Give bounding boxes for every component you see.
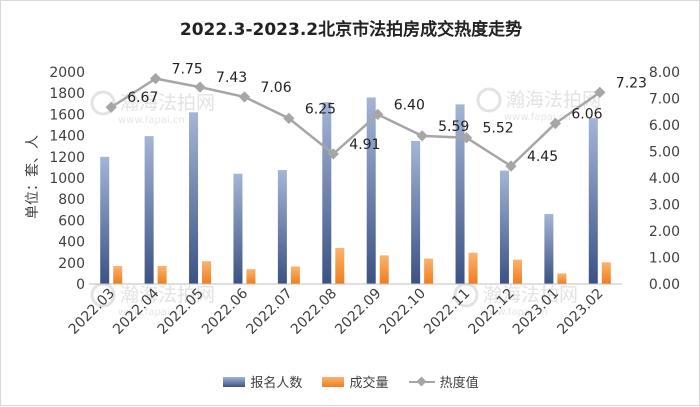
legend-marker-heat [408,377,435,387]
watermark-name: 瀚海法拍网 [120,92,215,114]
watermark-name: 瀚海法拍网 [120,284,215,306]
bar-applicants [499,170,509,284]
right-tick-label: 3.00 [649,198,680,214]
watermark-name: 瀚海法拍网 [483,284,578,306]
legend-swatch-volume [322,376,345,387]
left-tick-label: 800 [58,192,85,208]
heat-point [416,130,428,142]
left-tick-label: 200 [58,256,85,272]
heat-point [238,91,251,103]
right-tick-label: 2.00 [649,224,680,240]
chart-title: 2022.3-2023.2北京市法拍房成交热度走势 [179,20,523,40]
bar-applicants [233,173,243,284]
legend-item-heat: 热度值 [408,372,479,391]
heat-data-label: 4.91 [349,137,380,153]
x-tick-label: 2022.08 [288,286,340,338]
legend-item-volume: 成交量 [322,372,389,391]
left-axis-ticks: 0 200 400 600 800 1000 1200 1400 1600 1800 2000 [49,65,85,293]
heat-point [505,160,517,172]
heat-data-label: 7.23 [616,75,647,91]
left-tick-label: 1400 [49,129,85,145]
bar-applicants [100,156,110,284]
bar-volume [113,265,123,284]
bar-volume [601,262,611,284]
bar-volume [290,266,300,284]
legend-item-applicants: 报名人数 [223,372,302,391]
heat-data-label: 6.25 [305,101,336,117]
right-tick-label: 7.00 [649,92,680,108]
heat-data-label: 6.67 [127,90,158,106]
heat-data-label: 5.59 [438,119,469,135]
watermark-url: www.fapai.cn [481,307,548,318]
bar-volume [468,252,478,284]
left-tick-label: 0 [76,277,85,293]
heat-data-label: 7.75 [172,62,203,78]
bar-applicants [322,102,332,285]
bar-applicants [366,97,376,284]
x-tick-label: 2022.11 [421,286,473,338]
bar-applicants [189,112,199,284]
heat-line [110,77,601,168]
bar-volume [557,273,567,284]
bar-volume [379,255,389,284]
x-tick-label: 2022.07 [243,286,295,338]
left-tick-label: 2000 [49,65,85,81]
heat-data-label: 7.06 [260,80,291,96]
bar-volume [157,265,167,284]
right-tick-label: 8.00 [649,65,680,81]
legend-label-heat: 热度值 [439,376,479,391]
right-axis-ticks: 0.00 1.00 2.00 3.00 4.00 5.00 6.00 7.00 8.00 [649,65,680,293]
bar-volume [512,259,522,284]
x-tick-label: 2022.10 [377,286,429,338]
bar-applicants [455,104,465,284]
right-tick-label: 5.00 [649,145,680,161]
x-tick-label: 2022.09 [332,286,384,338]
right-tick-label: 1.00 [649,251,680,267]
heat-data-label: 4.45 [527,149,558,165]
bar-volume [246,269,256,284]
left-tick-label: 1200 [49,150,85,166]
bar-applicants [277,170,287,284]
left-tick-label: 1800 [49,86,85,102]
heat-data-label: 7.43 [216,70,247,86]
bar-applicants [411,140,421,284]
bar-volume [202,261,212,284]
watermark-url: www.fapai.cn [118,307,185,318]
right-tick-label: 6.00 [649,118,680,134]
bars-layer [100,97,611,285]
right-tick-label: 4.00 [649,171,680,187]
bar-applicants [144,136,154,284]
legend-label-volume: 成交量 [349,376,389,391]
watermark-url: www.fapai.cn [504,112,571,123]
heat-data-label: 6.06 [571,106,602,122]
legend-swatch-applicants [223,376,246,387]
bar-volume [335,247,345,284]
watermark-name: 瀚海法拍网 [506,89,601,111]
left-tick-label: 1600 [49,107,85,123]
heat-point [327,148,339,160]
bar-applicants [544,214,554,284]
bar-applicants [588,118,598,284]
bar-volume [424,258,434,284]
watermark-url: www.fapai.cn [118,115,185,126]
heat-line-layer: 6.67 7.75 7.43 7.06 6.25 4.91 6.40 5.59 5.52 4.45… [105,62,647,172]
left-tick-label: 1000 [49,171,85,187]
left-tick-label: 400 [58,235,85,251]
watermark-logo-icon [90,90,116,116]
heat-data-label: 6.40 [394,97,425,113]
left-tick-label: 600 [58,213,85,229]
heat-point [460,132,473,144]
heat-data-label: 5.52 [483,121,514,137]
legend: 报名人数 成交量 热度值 [1,372,700,391]
legend-label-applicants: 报名人数 [250,376,303,391]
right-tick-label: 0.00 [649,277,680,293]
watermark-logo-icon [476,87,502,113]
